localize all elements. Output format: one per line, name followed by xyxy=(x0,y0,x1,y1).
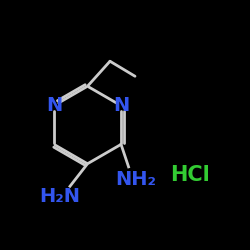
Text: N: N xyxy=(113,96,129,115)
Text: H₂N: H₂N xyxy=(40,187,80,206)
Text: NH₂: NH₂ xyxy=(116,170,156,189)
Text: N: N xyxy=(46,96,62,115)
Text: HCl: HCl xyxy=(170,165,210,185)
